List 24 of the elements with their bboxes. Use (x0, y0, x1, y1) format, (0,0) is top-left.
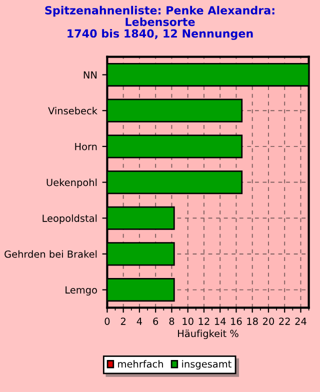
y-tick-label: Gehrden bei Brakel (4, 250, 97, 258)
x-tick-label: 6 (153, 318, 158, 325)
x-tick-label: 0 (104, 318, 110, 325)
x-tick-label: 8 (169, 318, 174, 325)
x-axis-title: Häufigkeit % (178, 330, 238, 340)
y-tick-label: NN (84, 71, 97, 78)
x-tick-label: 16 (231, 318, 242, 325)
x-tick-label: 2 (120, 318, 126, 325)
y-tick-label: Horn (75, 143, 97, 150)
x-tick-label: 10 (182, 318, 194, 325)
y-tick-label: Leopoldstal (42, 214, 97, 224)
x-tick-label: 20 (263, 318, 274, 325)
x-tick-label: 12 (198, 318, 210, 325)
y-tick-label: Lemgo (66, 286, 97, 296)
legend-label: mehrfach (118, 360, 163, 368)
y-tick-label: Uekenpohl (46, 178, 97, 188)
x-tick-label: 14 (214, 318, 226, 325)
y-tick-label: Vinsebeck (48, 106, 98, 114)
x-tick-label: 4 (136, 318, 142, 325)
x-tick-label: 22 (279, 318, 290, 325)
x-tick-label: 24 (295, 318, 306, 325)
chart-title: Spitzenahnenliste: Penke Alexandra: Lebensorte 1740 bis 1840, 12 Nennungen (45, 6, 274, 40)
legend-label: insgesamt (182, 360, 232, 370)
x-tick-label: 18 (247, 318, 258, 325)
